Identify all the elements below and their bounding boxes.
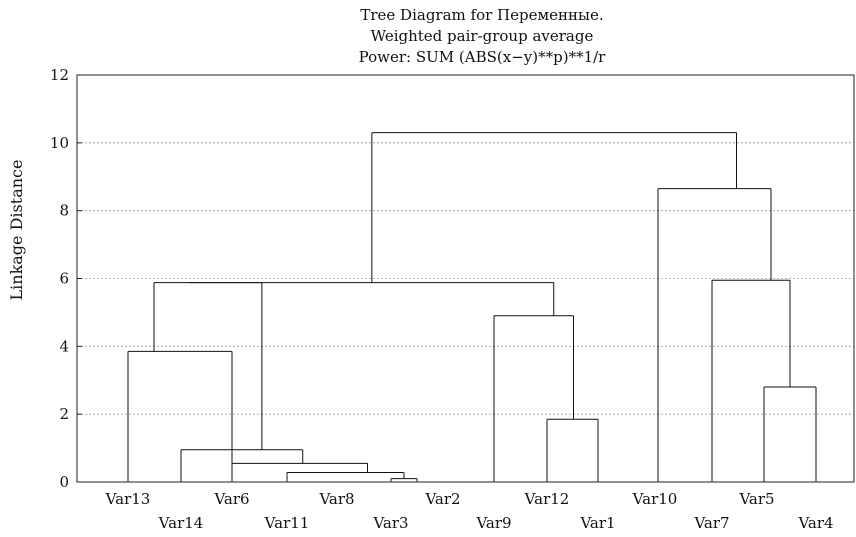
leaf-label-var7: Var7	[693, 514, 729, 532]
y-tick-label-12: 12	[50, 66, 69, 84]
y-tick-label-0: 0	[59, 473, 69, 491]
leaf-label-var12: Var12	[524, 490, 570, 508]
leaf-label-var10: Var10	[632, 490, 678, 508]
chart-title-line-1: Tree Diagram for Переменные.	[360, 6, 603, 24]
leaf-label-var13: Var13	[105, 490, 151, 508]
y-tick-label-6: 6	[59, 270, 69, 288]
y-tick-label-2: 2	[59, 405, 69, 423]
y-axis-label: Linkage Distance	[7, 160, 26, 301]
leaf-label-var14: Var14	[158, 514, 204, 532]
leaf-label-var6: Var6	[213, 490, 249, 508]
leaf-labels: Var13 Var14 Var6 Var11 Var8 Var3 Var2 Var9 Var12…	[105, 490, 834, 532]
leaf-label-var3: Var3	[372, 514, 408, 532]
leaf-label-var8: Var8	[318, 490, 354, 508]
chart-title: Tree Diagram for Переменные. Weighted pa…	[359, 6, 607, 66]
leaf-label-var11: Var11	[264, 514, 310, 532]
leaf-label-var2: Var2	[424, 490, 460, 508]
y-tick-label-10: 10	[50, 134, 69, 152]
chart-title-line-3: Power: SUM (ABS(x−y)**p)**1/r	[359, 48, 607, 66]
dendrogram-links	[127, 132, 817, 482]
leaf-label-var5: Var5	[738, 490, 774, 508]
leaf-label-var4: Var4	[797, 514, 833, 532]
chart-title-line-2: Weighted pair-group average	[371, 27, 594, 45]
plot-area-border	[76, 74, 855, 483]
grid-lines	[77, 142, 854, 415]
y-axis-ticks: 0 2 4 6 8 10 12	[50, 66, 82, 491]
leaf-label-var9: Var9	[475, 514, 511, 532]
leaf-label-var1: Var1	[579, 514, 615, 532]
y-tick-label-4: 4	[59, 337, 69, 355]
y-tick-label-8: 8	[59, 202, 69, 220]
